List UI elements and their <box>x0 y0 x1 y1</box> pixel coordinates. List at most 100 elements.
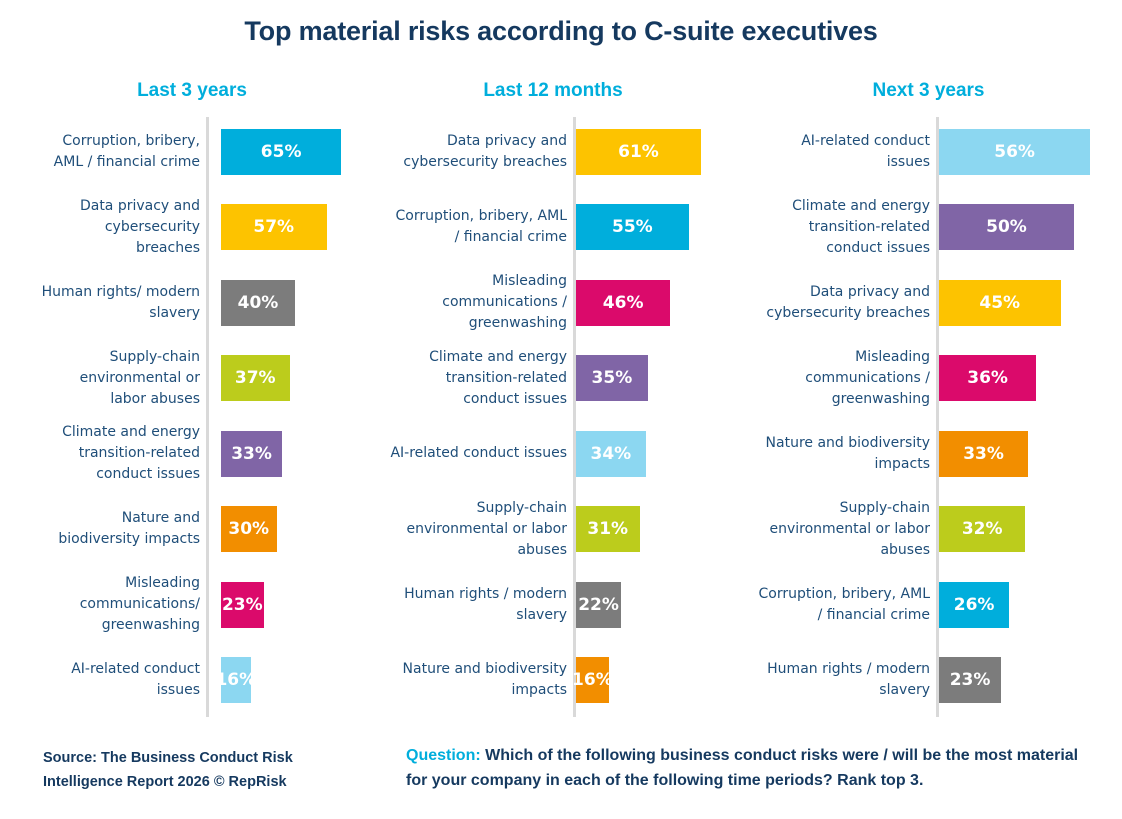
risk-value: 32% <box>961 519 1003 540</box>
panel-rows: Data privacy and cybersecurity breaches 6… <box>372 114 734 718</box>
risk-value: 36% <box>967 368 1008 389</box>
risk-label: Corruption, bribery, AML / financial cri… <box>395 208 567 246</box>
risk-label: Data privacy and cybersecurity breaches <box>79 197 200 256</box>
axis-line <box>206 117 209 717</box>
bar-track: 40% <box>221 279 295 326</box>
risk-value: 56% <box>994 141 1035 162</box>
bar-track: 16% <box>215 657 256 704</box>
risk-label: Human rights / modern slavery <box>767 661 930 699</box>
panel-last-3-years: Last 3 years Corruption, bribery, AML / … <box>12 80 372 740</box>
risk-bar: 45% <box>939 279 1061 326</box>
question-note: Question: Which of the following busines… <box>406 743 1096 793</box>
source-line-1: Source: The Business Conduct Risk <box>43 750 293 766</box>
risk-bar: 55% <box>576 204 689 251</box>
risk-bar: 56% <box>939 128 1091 175</box>
risk-row: Human rights / modern slavery 22% <box>372 567 734 643</box>
risk-value: 34% <box>590 443 632 464</box>
risk-label: Nature and biodiversity impacts <box>402 661 567 699</box>
risk-bar: 36% <box>939 355 1037 402</box>
bar-track: 34% <box>576 430 646 477</box>
chart-title: Top material risks according to C-suite … <box>244 16 878 46</box>
risk-bar: 34% <box>576 430 646 477</box>
risk-label: Misleading communications/ greenwashing <box>79 575 200 634</box>
bar-track: 50% <box>939 204 1074 251</box>
risk-row: Supply-chain environmental or labor abus… <box>12 341 372 417</box>
bar-track: 46% <box>576 279 671 326</box>
risk-bar: 16% <box>572 657 613 704</box>
bar-track: 45% <box>939 279 1061 326</box>
bar-track: 22% <box>576 581 622 628</box>
risk-row: Supply-chain environmental or labor abus… <box>372 492 734 568</box>
risk-label: Nature and biodiversity impacts <box>765 434 930 472</box>
bar-track: 37% <box>221 355 290 402</box>
risk-label: Climate and energy transition-related co… <box>792 197 930 256</box>
risk-label: Corruption, bribery, AML / financial cri… <box>758 585 930 623</box>
risk-label: Misleading communications / greenwashing <box>442 273 567 332</box>
bar-track: 36% <box>939 355 1037 402</box>
risk-value: 35% <box>591 368 633 389</box>
bar-track: 23% <box>939 657 1002 704</box>
risk-row: AI-related conduct issues 34% <box>372 416 734 492</box>
risk-label: Data privacy and cybersecurity breaches <box>403 132 567 170</box>
risk-value: 65% <box>260 141 302 162</box>
risk-row: Corruption, bribery, AML / financial cri… <box>372 190 734 266</box>
risk-row: AI-related conduct issues 16% <box>12 643 372 719</box>
axis-line <box>573 117 576 717</box>
risk-value: 31% <box>587 519 629 540</box>
risk-label: Nature and biodiversity impacts <box>58 510 200 548</box>
source-line-2: Intelligence Report 2026 © RepRisk <box>43 774 287 790</box>
bar-track: 35% <box>576 355 648 402</box>
panel-rows: AI-related conduct issues 56% Climate and … <box>735 114 1122 718</box>
risk-value: 26% <box>953 594 995 615</box>
risk-row: Human rights/ modern slavery 40% <box>12 265 372 341</box>
risk-label: Supply-chain environmental or labor abus… <box>406 499 567 558</box>
risk-label: AI-related conduct issues <box>390 445 567 462</box>
panel-last-12-months: Last 12 months Data privacy and cybersec… <box>372 80 734 740</box>
risk-row: Misleading communications / greenwashing… <box>735 341 1122 417</box>
risk-row: Corruption, bribery, AML / financial cri… <box>12 114 372 190</box>
source-note: Source: The Business Conduct Risk Intell… <box>43 746 343 794</box>
bar-track: 16% <box>572 657 613 704</box>
risk-bar: 37% <box>221 355 290 402</box>
risk-bar: 57% <box>221 204 327 251</box>
panel-header-last-3-years: Last 3 years <box>137 80 247 101</box>
risk-row: AI-related conduct issues 56% <box>735 114 1122 190</box>
bar-track: 61% <box>576 128 701 175</box>
risk-bar: 16% <box>215 657 256 704</box>
risk-row: Human rights / modern slavery 23% <box>735 643 1122 719</box>
risk-bar: 61% <box>576 128 701 175</box>
risk-value: 61% <box>618 141 659 162</box>
panel-header-last-12-months: Last 12 months <box>483 80 623 101</box>
bar-track: 33% <box>939 430 1029 477</box>
risk-value: 40% <box>237 292 279 313</box>
bar-track: 55% <box>576 204 689 251</box>
risk-row: Misleading communications/ greenwashing 2… <box>12 567 372 643</box>
risk-bar: 26% <box>939 581 1010 628</box>
risk-bar: 33% <box>221 430 283 477</box>
bar-track: 26% <box>939 581 1010 628</box>
risk-bar: 30% <box>221 506 277 553</box>
risk-bar: 46% <box>576 279 671 326</box>
risk-row: Nature and biodiversity impacts 16% <box>372 643 734 719</box>
risk-bar: 23% <box>221 581 264 628</box>
risk-bar: 32% <box>939 506 1026 553</box>
risk-label: Climate and energy transition-related co… <box>62 424 200 483</box>
bar-track: 23% <box>221 581 264 628</box>
risk-row: Nature and biodiversity impacts 30% <box>12 492 372 568</box>
bar-track: 33% <box>221 430 283 477</box>
bar-track: 56% <box>939 128 1091 175</box>
risk-row: Supply-chain environmental or labor abus… <box>735 492 1122 568</box>
risk-bar: 33% <box>939 430 1029 477</box>
risk-bar: 23% <box>939 657 1002 704</box>
risk-row: Data privacy and cybersecurity breaches 6… <box>372 114 734 190</box>
risk-row: Data privacy and cybersecurity breaches 5… <box>12 190 372 266</box>
panel-header-next-3-years: Next 3 years <box>872 80 985 101</box>
risk-row: Climate and energy transition-related co… <box>12 416 372 492</box>
risk-value: 16% <box>572 670 613 691</box>
risk-value: 33% <box>963 443 1004 464</box>
question-text: Which of the following business conduct … <box>406 747 1079 789</box>
risk-row: Misleading communications / greenwashing… <box>372 265 734 341</box>
panel-next-3-years: Next 3 years AI-related conduct issues 56… <box>735 80 1122 740</box>
risk-row: Climate and energy transition-related co… <box>372 341 734 417</box>
risk-bar: 40% <box>221 279 295 326</box>
